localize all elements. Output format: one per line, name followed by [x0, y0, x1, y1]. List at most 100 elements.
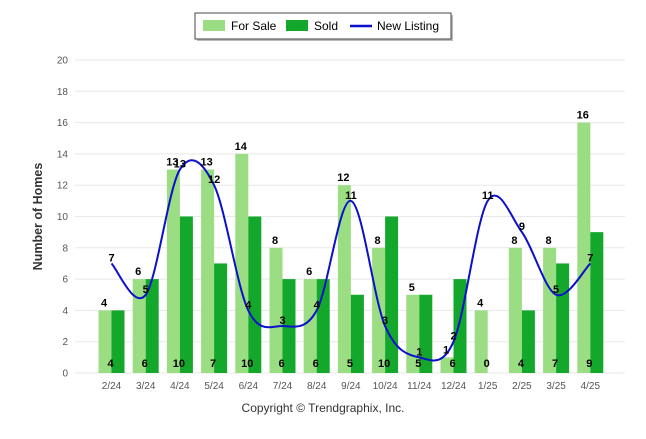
- bar-for-sale: [372, 247, 386, 373]
- bar-sold: [556, 263, 570, 373]
- data-label-sold: 4: [107, 358, 114, 370]
- y-tick-label: 10: [57, 212, 69, 223]
- data-label-new-listing: 3: [382, 315, 388, 327]
- data-label-for-sale: 16: [577, 110, 589, 122]
- data-label-for-sale: 4: [101, 297, 108, 309]
- data-label-for-sale: 8: [272, 235, 278, 247]
- y-tick-label: 4: [62, 306, 68, 317]
- data-label-new-listing: 11: [482, 190, 494, 202]
- y-tick-label: 2: [62, 337, 68, 348]
- data-label-for-sale: 12: [337, 172, 349, 184]
- data-label-new-listing: 3: [279, 315, 285, 327]
- bar-for-sale: [98, 310, 112, 373]
- x-tick-label: 3/25: [546, 381, 566, 392]
- data-label-for-sale: 6: [135, 266, 141, 278]
- bar-for-sale: [440, 357, 454, 373]
- bar-sold: [385, 216, 399, 373]
- data-label-sold: 5: [347, 358, 353, 370]
- data-label-sold: 6: [449, 358, 455, 370]
- data-label-new-listing: 13: [174, 159, 186, 171]
- data-label-for-sale: 13: [200, 157, 212, 169]
- bar-for-sale: [337, 185, 351, 373]
- y-axis-title: Number of Homes: [31, 163, 45, 271]
- bar-for-sale: [166, 169, 180, 373]
- data-label-for-sale: 13: [166, 157, 178, 169]
- data-label-new-listing: 1: [416, 346, 422, 358]
- data-label-sold: 6: [278, 358, 284, 370]
- legend-label-for-sale: For Sale: [231, 19, 277, 33]
- bar-sold: [111, 310, 125, 373]
- data-label-sold: 9: [586, 358, 592, 370]
- legend-swatch-sold: [286, 20, 308, 31]
- legend-label-new-listing: New Listing: [377, 19, 439, 33]
- y-tick-label: 12: [57, 181, 69, 192]
- x-tick-label: 9/24: [341, 381, 361, 392]
- copyright-text: Copyright © Trendgraphix, Inc.: [241, 401, 405, 415]
- legend-label-sold: Sold: [314, 19, 338, 33]
- x-tick-label: 8/24: [307, 381, 327, 392]
- legend-box: [194, 12, 452, 40]
- bar-for-sale: [577, 122, 591, 373]
- y-tick-label: 18: [57, 87, 69, 98]
- bar-for-sale: [269, 247, 283, 373]
- data-label-new-listing: 5: [143, 284, 149, 296]
- bar-sold: [248, 216, 262, 373]
- bar-for-sale: [201, 169, 215, 373]
- data-label-sold: 10: [241, 358, 253, 370]
- bar-sold: [419, 294, 433, 373]
- data-label-sold: 5: [415, 358, 421, 370]
- data-label-new-listing: 7: [108, 252, 114, 264]
- bar-sold: [214, 263, 228, 373]
- data-label-for-sale: 8: [375, 235, 381, 247]
- data-label-new-listing: 5: [553, 284, 559, 296]
- data-label-new-listing: 12: [208, 174, 220, 186]
- data-label-sold: 10: [173, 358, 185, 370]
- x-tick-label: 3/24: [136, 381, 156, 392]
- bar-for-sale: [235, 153, 249, 373]
- data-label-new-listing: 4: [245, 299, 252, 311]
- data-label-new-listing: 11: [345, 190, 357, 202]
- x-tick-label: 7/24: [273, 381, 293, 392]
- x-tick-label: 2/25: [512, 381, 532, 392]
- data-label-sold: 6: [142, 358, 148, 370]
- bar-sold: [179, 216, 193, 373]
- data-label-sold: 7: [552, 358, 558, 370]
- data-label-sold: 10: [378, 358, 390, 370]
- data-label-new-listing: 9: [519, 221, 525, 233]
- y-tick-label: 14: [57, 149, 69, 160]
- data-label-sold: 6: [313, 358, 319, 370]
- y-tick-label: 6: [62, 275, 68, 286]
- bar-sold: [145, 279, 159, 373]
- y-tick-label: 8: [62, 243, 68, 254]
- data-label-for-sale: 6: [306, 266, 312, 278]
- data-label-for-sale: 14: [235, 141, 248, 153]
- data-label-sold: 0: [484, 358, 490, 370]
- legend-swatch-for-sale: [203, 20, 225, 31]
- data-label-sold: 7: [210, 358, 216, 370]
- bar-sold: [350, 294, 364, 373]
- y-tick-label: 16: [57, 118, 69, 129]
- data-label-sold: 4: [518, 358, 525, 370]
- x-tick-label: 6/24: [239, 381, 259, 392]
- bar-sold: [590, 232, 604, 373]
- x-tick-label: 12/24: [441, 381, 466, 392]
- bar-for-sale: [474, 310, 488, 373]
- bar-for-sale: [543, 247, 557, 373]
- data-label-new-listing: 7: [587, 252, 593, 264]
- x-tick-label: 10/24: [373, 381, 398, 392]
- x-tick-label: 1/25: [478, 381, 498, 392]
- data-label-for-sale: 5: [409, 282, 415, 294]
- bar-sold: [521, 310, 535, 373]
- x-tick-label: 11/24: [407, 381, 432, 392]
- data-label-for-sale: 4: [477, 297, 484, 309]
- x-tick-label: 4/24: [170, 381, 190, 392]
- data-label-new-listing: 2: [450, 331, 456, 343]
- bar-for-sale: [508, 247, 522, 373]
- new-listing-line: [110, 159, 592, 362]
- x-tick-label: 5/24: [204, 381, 224, 392]
- y-tick-label: 0: [62, 369, 68, 380]
- x-tick-label: 2/24: [102, 381, 122, 392]
- data-label-for-sale: 8: [546, 235, 552, 247]
